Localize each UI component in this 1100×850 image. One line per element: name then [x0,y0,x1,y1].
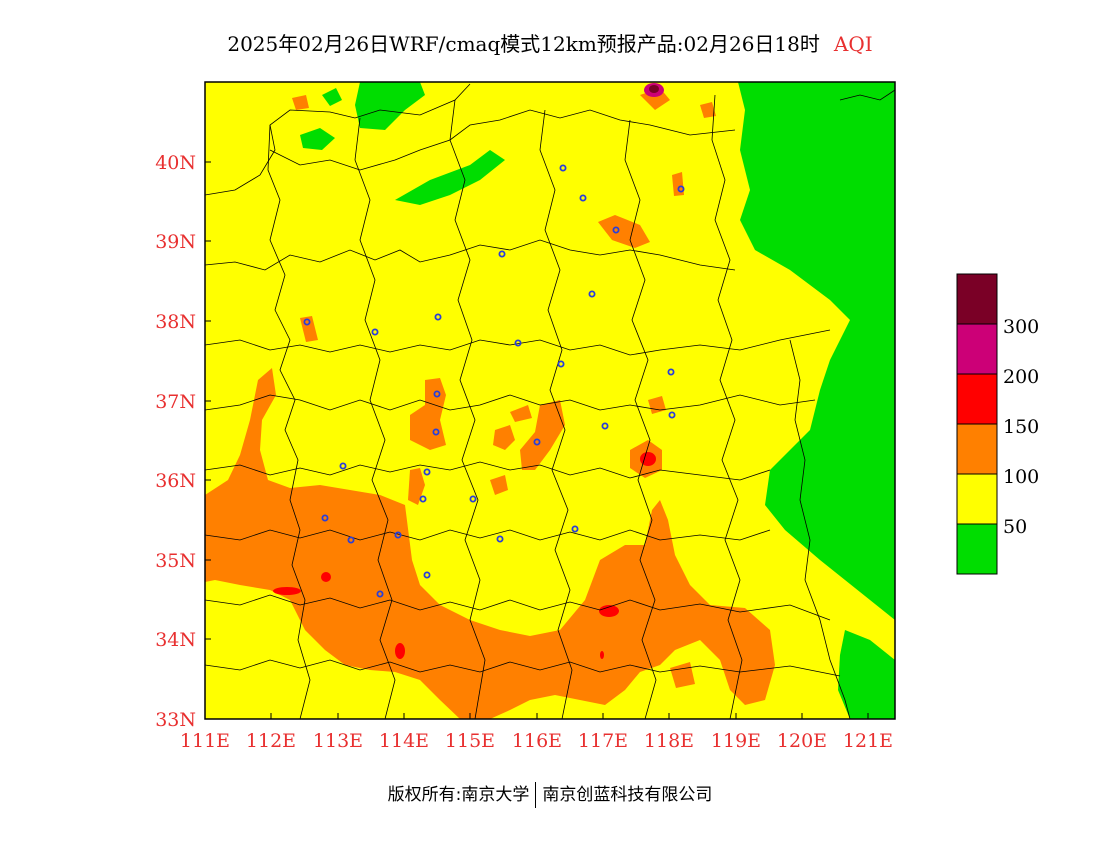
x-tick-label: 117E [578,730,628,752]
city-marker [376,590,384,598]
city-marker [394,531,402,539]
city-marker [667,368,675,376]
city-marker [423,571,431,579]
admin-boundaries [205,83,895,719]
copyright-owner: 版权所有:南京大学 [387,785,530,805]
x-tick-label: 121E [843,730,893,752]
city-marker [514,339,522,347]
city-marker [557,360,565,368]
city-marker [303,318,311,326]
city-marker [419,495,427,503]
aqi-unhealthy-spot [600,651,604,659]
legend-label: 50 [1003,516,1027,538]
legend-swatch-moderate [957,474,997,524]
y-tick-label: 36N [155,470,196,492]
copyright-company: 南京创蓝科技有限公司 [542,785,713,805]
x-tick-label: 116E [512,730,562,752]
y-tick-label: 39N [155,231,196,253]
y-tick-label: 38N [155,311,196,333]
x-tick-label: 119E [711,730,761,752]
aqi-good-southeast-region [838,630,895,719]
aqi-hazardous-spot [649,85,659,93]
legend-label: 100 [1003,466,1039,488]
legend-label: 150 [1003,416,1039,438]
aqi-sensitive-patch [292,95,309,110]
city-marker [668,411,676,419]
legend-swatch-hazardous [957,274,997,324]
city-marker [434,313,442,321]
legend-swatch-good [957,524,997,574]
aqi-unhealthy-spot [599,605,619,617]
aqi-sensitive-patch [490,475,508,495]
x-tick-label: 115E [445,730,495,752]
aqi-good-north-patch [322,88,342,106]
aqi-sensitive-patch [520,400,565,470]
aqi-good-north-patch [395,150,505,205]
map-plot-area [205,82,895,719]
legend-label: 300 [1003,316,1039,338]
aqi-unhealthy-spot [640,452,656,466]
city-marker [339,462,347,470]
x-tick-label: 118E [644,730,694,752]
city-marker [432,428,440,436]
aqi-sensitive-patch [408,468,425,505]
aqi-legend: 300 200 150 100 50 [956,273,1039,575]
x-tick-label: 120E [777,730,827,752]
x-tick-label: 113E [313,730,363,752]
city-marker [579,194,587,202]
y-tick-label: 34N [155,629,196,651]
aqi-good-coastal-region [738,82,895,620]
city-marker [677,185,685,193]
city-marker [469,495,477,503]
y-axis-labels: 33N 34N 35N 36N 37N 38N 39N 40N [155,152,196,731]
aqi-unhealthy-spot [395,643,405,659]
legend-swatch-sensitive [957,424,997,474]
x-tick-label: 114E [379,730,429,752]
aqi-sensitive-patch [672,172,684,196]
map-title: 2025年02月26日WRF/cmaq模式12km预报产品:02月26日18时 A… [0,28,1100,57]
city-marker [498,250,506,258]
city-marker [496,535,504,543]
city-marker [423,468,431,476]
city-marker [571,525,579,533]
city-marker [588,290,596,298]
city-marker [433,390,441,398]
aqi-sensitive-patch [510,405,532,422]
x-tick-label: 112E [246,730,296,752]
x-axis-labels: 111E 112E 113E 114E 115E 116E 117E 118E … [180,730,893,752]
aqi-unhealthy-spot [321,572,331,582]
title-main: 2025年02月26日WRF/cmaq模式12km预报产品:02月26日18时 [227,32,820,56]
y-tick-label: 35N [155,550,196,572]
city-marker [347,536,355,544]
legend-label: 200 [1003,366,1039,388]
y-tick-label: 37N [155,391,196,413]
copyright-footer: 版权所有:南京大学 南京创蓝科技有限公司 [0,780,1100,808]
city-marker [612,226,620,234]
city-marker [559,164,567,172]
aqi-sensitive-patch [493,425,515,450]
y-tick-label: 40N [155,152,196,174]
aqi-unhealthy-spot [273,587,301,595]
city-marker [601,422,609,430]
aqi-sensitive-patch [700,102,716,118]
city-marker [321,514,329,522]
aqi-good-north-patch [355,82,425,130]
y-tick-label: 33N [155,709,196,731]
aqi-good-north-patch [300,128,335,150]
legend-swatch-very-unhealthy [957,324,997,374]
city-markers [303,164,685,598]
title-variable: AQI [833,32,873,56]
axis-ticks [204,161,869,720]
aqi-sensitive-patch [598,215,650,248]
city-marker [533,438,541,446]
aqi-sensitive-south-band [205,368,775,719]
aqi-sensitive-patch [670,662,695,688]
city-marker [371,328,379,336]
x-tick-label: 111E [180,730,230,752]
aqi-good-north-patch [760,152,792,178]
footer-divider [535,782,537,808]
legend-swatch-unhealthy [957,374,997,424]
